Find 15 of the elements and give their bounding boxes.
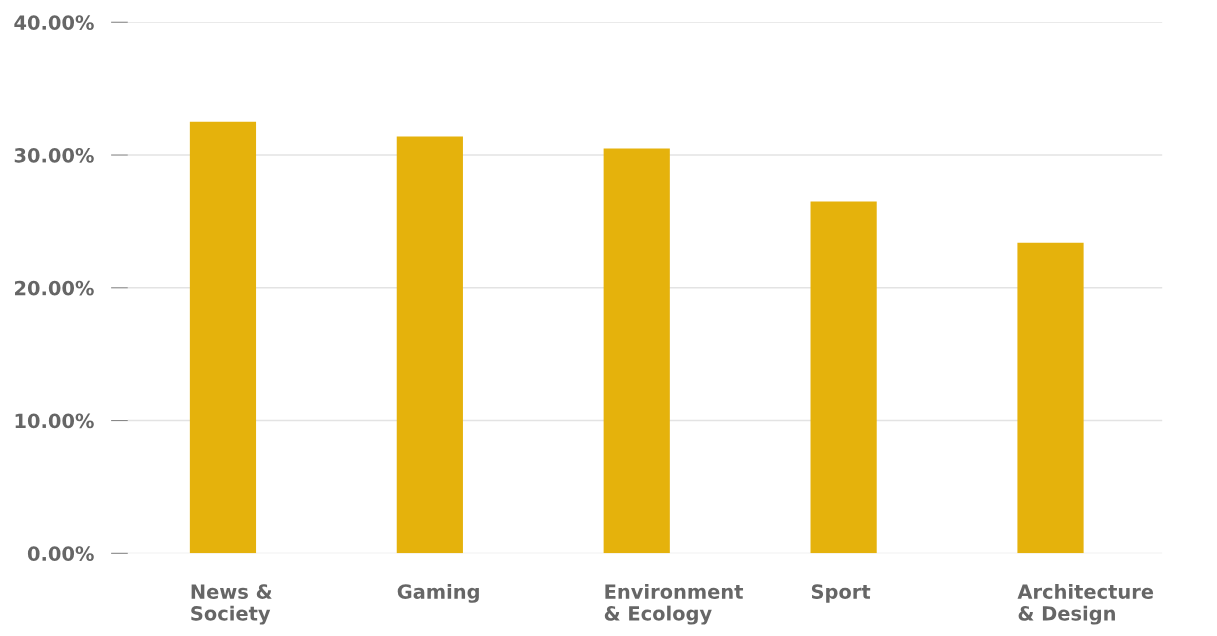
y-tick-label: 10.00% (15, 413, 94, 429)
bar (189, 121, 257, 554)
x-tick-label: Sport (811, 584, 871, 603)
y-tick-label: 20.00% (15, 280, 94, 296)
bar (1017, 242, 1084, 554)
bar (810, 201, 877, 554)
bar (603, 148, 670, 554)
y-tick-label: 0.00% (27, 546, 94, 561)
bar (396, 136, 463, 554)
x-tick-label: Architecture & Design (1017, 583, 1154, 625)
x-tick-label: News & Society (191, 584, 272, 625)
y-tick-label: 40.00% (14, 15, 94, 30)
x-tick-label: Environment & Ecology (604, 583, 744, 625)
x-tick-label: Gaming (397, 583, 479, 603)
y-tick-label: 30.00% (14, 147, 94, 163)
